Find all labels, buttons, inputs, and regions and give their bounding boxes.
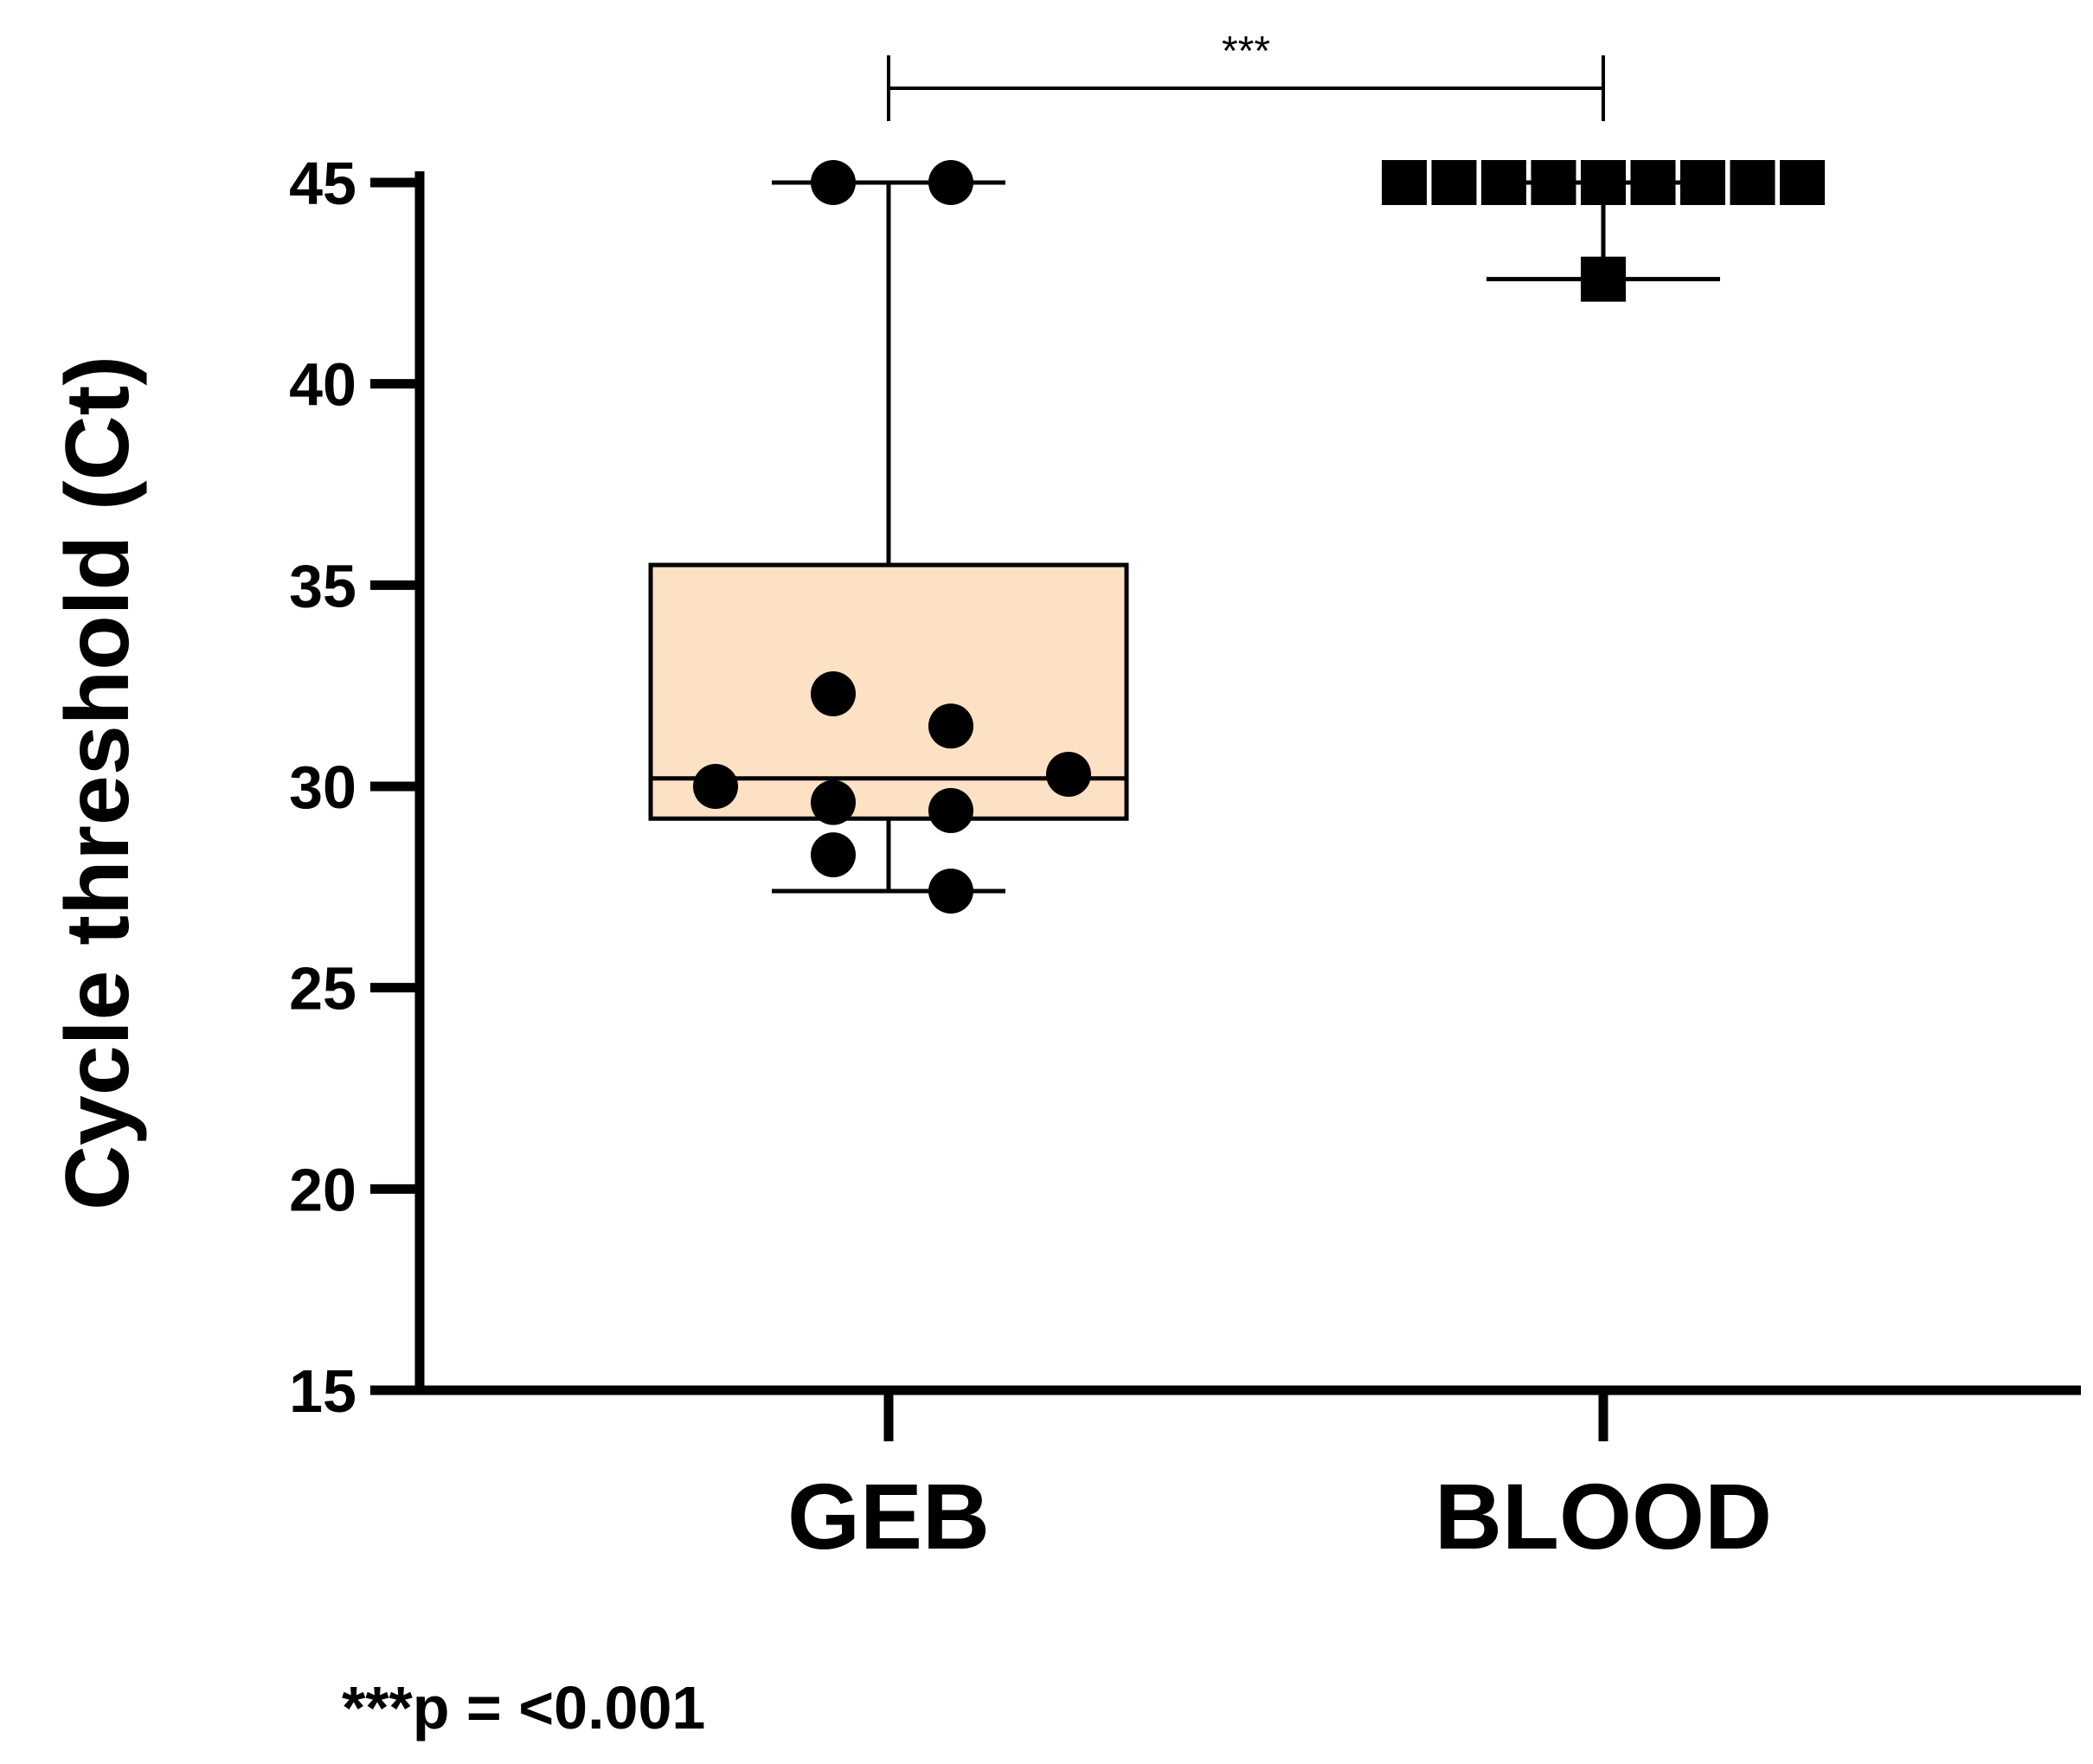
y-ticks: 15 20 25 30 35 40 45 xyxy=(289,150,420,1425)
y-tick-label: 40 xyxy=(289,351,356,419)
data-point xyxy=(811,779,856,825)
y-tick-label: 45 xyxy=(289,150,356,217)
data-point xyxy=(1431,160,1477,205)
significance-label: *** xyxy=(1222,29,1270,74)
data-point xyxy=(1680,160,1725,205)
y-tick-label: 35 xyxy=(289,552,356,619)
significance-bracket: *** xyxy=(887,29,1605,121)
x-ticks: GEB BLOOD xyxy=(787,1390,1772,1568)
data-points xyxy=(693,160,1825,914)
y-tick-label: 25 xyxy=(289,955,356,1023)
data-point xyxy=(811,670,856,716)
data-point xyxy=(1581,256,1626,302)
y-tick-label: 30 xyxy=(289,754,356,821)
axes xyxy=(370,171,2081,1395)
x-tick-label: GEB xyxy=(787,1464,990,1568)
data-point xyxy=(928,703,973,749)
data-point xyxy=(1630,160,1676,205)
data-point xyxy=(928,160,973,205)
x-tick-label: BLOOD xyxy=(1435,1464,1772,1568)
y-axis-label: Cycle threshold (Ct) xyxy=(48,356,148,1210)
boxes xyxy=(648,180,1720,894)
y-tick-label: 15 xyxy=(289,1357,356,1425)
data-point xyxy=(1481,160,1526,205)
y-tick-label: 20 xyxy=(289,1156,356,1223)
data-point xyxy=(811,160,856,205)
data-point xyxy=(1581,160,1626,205)
data-point xyxy=(928,787,973,833)
data-point xyxy=(693,764,738,809)
data-point xyxy=(1780,160,1825,205)
data-point xyxy=(1382,160,1427,205)
data-point xyxy=(1730,160,1775,205)
footnote: ***p = <0.001 xyxy=(342,1674,705,1742)
data-point xyxy=(1531,160,1576,205)
data-point xyxy=(811,832,856,878)
data-point xyxy=(1046,752,1091,798)
data-point xyxy=(928,868,973,914)
